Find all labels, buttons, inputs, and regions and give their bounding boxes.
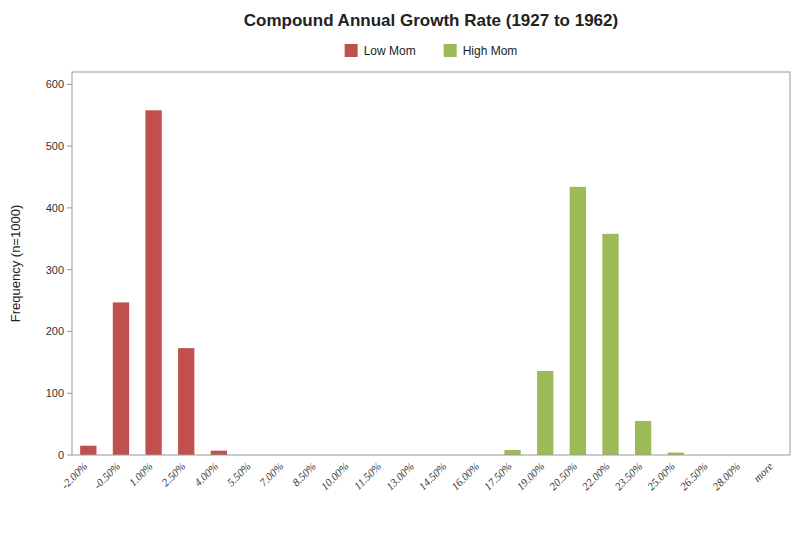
x-tick-label: 2.50% (159, 460, 188, 489)
y-tick-label: 500 (46, 140, 64, 152)
y-tick-label: 0 (58, 449, 64, 461)
y-tick (67, 84, 72, 85)
x-tick-label: 13.00% (384, 460, 416, 492)
x-tick-label: 22.00% (579, 460, 611, 492)
x-tick-label: 8.50% (290, 460, 319, 489)
bar (504, 450, 520, 455)
x-tick-label: -2.00% (59, 460, 90, 491)
legend-label: Low Mom (364, 44, 416, 58)
chart-container: 0 100 200 300 400 500 600 -2.00%-0.50%1.00%2.50… (0, 0, 810, 543)
x-tick-label: 26.50% (677, 460, 709, 492)
x-tick-label: 11.50% (352, 460, 384, 492)
x-tick-label: 20.50% (547, 460, 579, 492)
y-tick-label: 600 (46, 78, 64, 90)
bar (80, 446, 96, 455)
legend-swatch (345, 44, 358, 57)
y-tick-label: 300 (46, 264, 64, 276)
x-tick-label: more (751, 460, 775, 484)
y-tick-label: 400 (46, 202, 64, 214)
bar (211, 451, 227, 455)
x-tick-label: 17.50% (482, 460, 514, 492)
bar (635, 421, 651, 455)
bar (145, 110, 161, 455)
bar (570, 187, 586, 455)
legend: Low Mom High Mom (345, 44, 518, 58)
chart: 0 100 200 300 400 500 600 -2.00%-0.50%1.00%2.50… (0, 0, 810, 543)
plot-frame (72, 72, 790, 455)
x-tick-label: 25.00% (645, 460, 677, 492)
y-tick (67, 146, 72, 147)
bar (537, 371, 553, 455)
bar (178, 348, 194, 455)
bars (80, 110, 684, 455)
x-tick-label: 1.00% (126, 460, 155, 489)
y-tick (67, 269, 72, 270)
y-tick (67, 455, 72, 456)
x-tick-label: 7.00% (257, 460, 286, 489)
x-tick-label: 4.00% (192, 460, 221, 489)
x-tick-label: 5.50% (224, 460, 253, 489)
y-tick-label: 200 (46, 325, 64, 337)
plot-area (72, 72, 790, 455)
x-tick-label: 14.50% (416, 460, 448, 492)
y-tick (67, 207, 72, 208)
x-tick-label: 28.00% (710, 460, 742, 492)
y-tick-label: 100 (46, 387, 64, 399)
legend-label: High Mom (463, 44, 518, 58)
y-axis-label: Frequency (n=1000) (8, 205, 23, 322)
x-tick-label: 19.00% (514, 460, 546, 492)
x-tick-label: 10.00% (318, 460, 350, 492)
x-tick-label: 23.50% (612, 460, 644, 492)
y-tick (67, 393, 72, 394)
legend-swatch (444, 44, 457, 57)
bar (113, 302, 129, 455)
x-tick-label: 16.00% (449, 460, 481, 492)
y-tick (67, 331, 72, 332)
bar (602, 234, 618, 455)
title: Compound Annual Growth Rate (1927 to 196… (244, 11, 618, 30)
x-tick-label: -0.50% (91, 460, 122, 491)
